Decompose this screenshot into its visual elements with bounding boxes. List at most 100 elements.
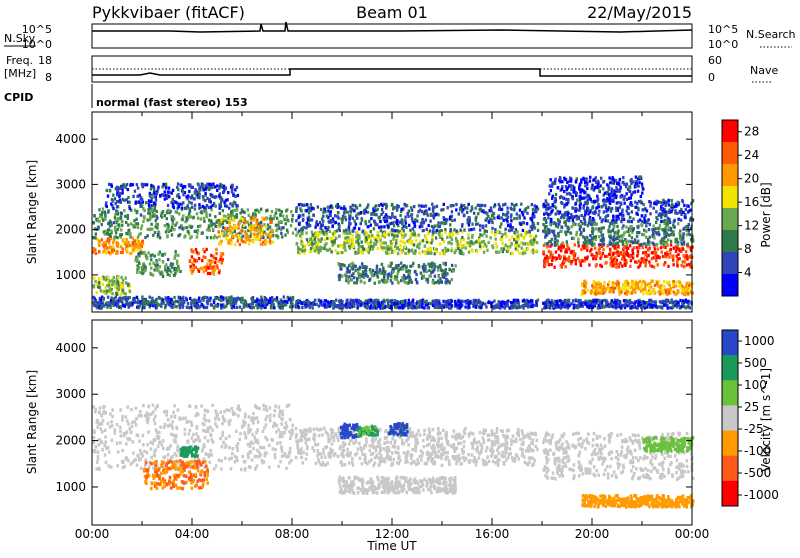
power-cell <box>408 249 410 252</box>
power-cell <box>223 217 225 220</box>
power-cell <box>376 231 378 234</box>
power-cell <box>122 247 124 250</box>
power-cell <box>386 204 388 207</box>
power-cell <box>395 239 397 242</box>
power-cell <box>411 213 413 216</box>
power-cell <box>151 300 153 303</box>
power-cell <box>143 306 145 309</box>
power-cell <box>226 299 228 302</box>
power-cell <box>432 207 434 210</box>
power-cell <box>628 220 630 223</box>
power-cell <box>262 304 264 307</box>
power-cell <box>642 203 644 206</box>
power-cell <box>413 205 415 208</box>
power-cell <box>360 280 362 283</box>
power-cell <box>418 242 420 245</box>
power-cell <box>397 252 399 255</box>
power-cell <box>431 265 433 268</box>
power-cell <box>231 204 233 207</box>
power-cell <box>669 221 671 224</box>
power-cell <box>186 306 188 309</box>
power-cell <box>439 252 441 255</box>
power-cell <box>662 220 664 223</box>
power-cell <box>136 183 138 186</box>
power-cell <box>316 234 318 237</box>
power-cell <box>443 305 445 308</box>
power-cell <box>649 236 651 239</box>
power-cell <box>522 229 524 232</box>
power-cell <box>537 229 539 232</box>
power-cell <box>120 305 122 308</box>
power-cell <box>420 222 422 225</box>
power-cell <box>552 222 554 225</box>
power-cell <box>643 261 645 264</box>
power-cell <box>122 296 124 299</box>
power-cell <box>209 272 211 275</box>
power-cell <box>185 216 187 219</box>
power-cell <box>667 265 669 268</box>
power-cell <box>465 301 467 304</box>
power-cell <box>393 216 395 219</box>
power-cell <box>317 223 319 226</box>
power-cell <box>631 248 633 251</box>
power-cell <box>394 245 396 248</box>
power-cell <box>119 282 121 285</box>
power-cell <box>209 214 211 217</box>
power-cell <box>517 299 519 302</box>
power-cell <box>138 245 140 248</box>
power-cell <box>402 300 404 303</box>
power-cell <box>93 276 95 279</box>
power-cell <box>641 224 643 227</box>
power-cell <box>511 203 513 206</box>
power-cell <box>490 206 492 209</box>
power-cell <box>606 244 608 247</box>
power-cell <box>204 192 206 195</box>
power-cell <box>165 263 167 266</box>
power-cell <box>592 205 594 208</box>
power-cell <box>622 247 624 250</box>
power-cell <box>593 223 595 226</box>
power-cell <box>464 246 466 249</box>
power-cell <box>627 240 629 243</box>
power-cell <box>645 224 647 227</box>
power-cell <box>166 227 168 230</box>
power-cell <box>153 191 155 194</box>
power-cell <box>663 243 665 246</box>
power-cell <box>171 226 173 229</box>
power-cell <box>428 269 430 272</box>
power-cell <box>655 210 657 213</box>
power-cell <box>172 263 174 266</box>
power-cell <box>434 275 436 278</box>
power-cell <box>446 279 448 282</box>
power-cell <box>98 243 100 246</box>
power-cell <box>148 199 150 202</box>
power-cell <box>551 238 553 241</box>
power-cell <box>676 260 678 263</box>
power-cell <box>449 223 451 226</box>
power-cell <box>165 230 167 233</box>
power-cell <box>454 264 456 267</box>
power-cell <box>595 227 597 230</box>
power-cell <box>638 181 640 184</box>
power-cell <box>125 299 127 302</box>
power-cell <box>583 228 585 231</box>
power-cell <box>170 215 172 218</box>
power-cell <box>280 232 282 235</box>
power-cell <box>522 235 524 238</box>
power-cell <box>592 211 594 214</box>
power-cell <box>617 232 619 235</box>
power-cell <box>392 271 394 274</box>
power-cell <box>636 254 638 257</box>
power-cell <box>351 274 353 277</box>
power-cell <box>563 205 565 208</box>
power-cell <box>454 218 456 221</box>
power-cell <box>411 302 413 305</box>
power-cell <box>177 254 179 257</box>
power-cell <box>348 229 350 232</box>
power-cell <box>548 250 550 253</box>
power-cell <box>162 260 164 263</box>
power-cell <box>156 226 158 229</box>
power-cell <box>222 191 224 194</box>
power-cell <box>396 234 398 237</box>
power-cell <box>178 267 180 270</box>
